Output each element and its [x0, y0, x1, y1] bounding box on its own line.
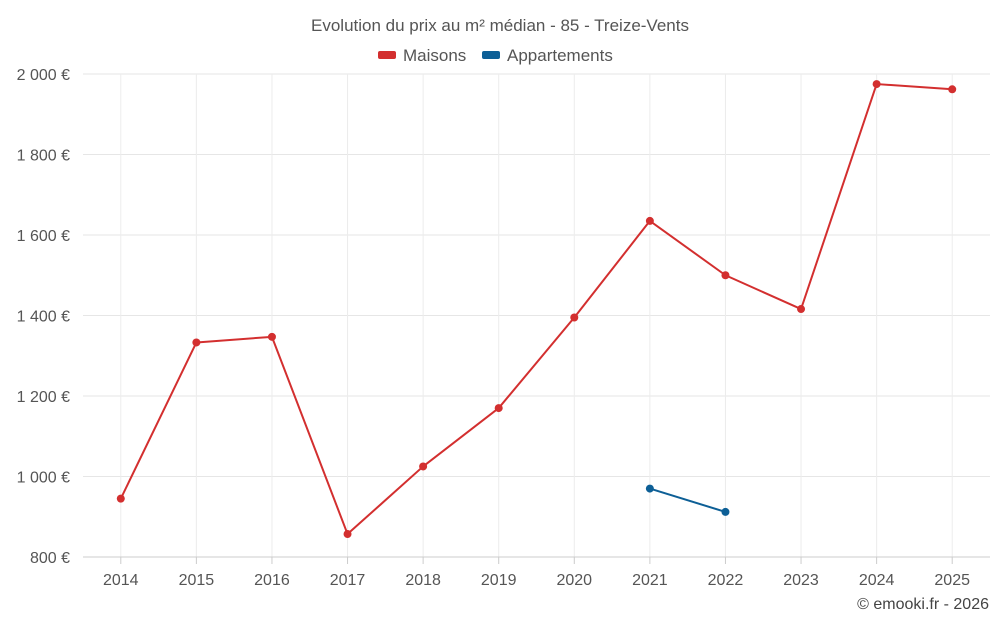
x-tick-label: 2016	[254, 572, 290, 589]
y-tick-label: 1 800 €	[17, 148, 70, 165]
legend-item-maisons[interactable]: Maisons	[378, 46, 466, 65]
data-point-maisons[interactable]	[570, 313, 579, 322]
x-tick-label: 2014	[103, 572, 139, 589]
legend-label-appartements: Appartements	[507, 46, 613, 65]
legend-label-maisons: Maisons	[403, 46, 466, 65]
x-tick-label: 2022	[708, 572, 744, 589]
x-tick-label: 2025	[934, 572, 970, 589]
legend-item-appartements[interactable]: Appartements	[482, 46, 613, 65]
y-tick-label: 800 €	[30, 550, 70, 567]
data-point-appartements[interactable]	[645, 484, 654, 493]
y-tick-label: 1 600 €	[17, 228, 70, 245]
x-tick-label: 2018	[405, 572, 441, 589]
x-tick-label: 2023	[783, 572, 819, 589]
data-point-maisons[interactable]	[721, 271, 730, 280]
legend: Maisons Appartements	[378, 46, 613, 65]
x-tick-label: 2019	[481, 572, 517, 589]
y-tick-label: 1 400 €	[17, 309, 70, 326]
data-point-maisons[interactable]	[419, 462, 428, 471]
y-tick-label: 1 200 €	[17, 389, 70, 406]
x-tick-label: 2021	[632, 572, 668, 589]
data-point-maisons[interactable]	[343, 530, 352, 539]
legend-swatch-maisons	[378, 51, 396, 59]
series-line-appartements	[649, 487, 726, 513]
data-point-maisons[interactable]	[645, 216, 654, 225]
axes: 800 € 1 000 € 1 200 € 1 400 € 1 600 € 1 800 €…	[17, 67, 990, 589]
series-line-maisons	[119, 83, 953, 536]
data-point-maisons[interactable]	[872, 80, 881, 89]
data-point-maisons[interactable]	[267, 332, 276, 341]
data-point-appartements[interactable]	[721, 507, 730, 516]
x-tick-label: 2017	[330, 572, 366, 589]
y-tick-label: 2 000 €	[17, 67, 70, 84]
chart-title: Evolution du prix au m² médian - 85 - Tr…	[311, 16, 689, 35]
x-tick-label: 2024	[859, 572, 895, 589]
data-point-maisons[interactable]	[494, 404, 503, 413]
data-point-maisons[interactable]	[948, 85, 957, 94]
grid	[83, 73, 990, 558]
legend-swatch-appartements	[482, 51, 500, 59]
data-point-maisons[interactable]	[192, 338, 201, 347]
series-layer	[116, 80, 957, 539]
x-tick-label: 2015	[179, 572, 215, 589]
data-point-maisons[interactable]	[116, 494, 125, 503]
data-point-maisons[interactable]	[797, 305, 806, 314]
credit: © emooki.fr - 2026	[857, 596, 989, 613]
y-tick-label: 1 000 €	[17, 470, 70, 487]
x-tick-label: 2020	[556, 572, 592, 589]
